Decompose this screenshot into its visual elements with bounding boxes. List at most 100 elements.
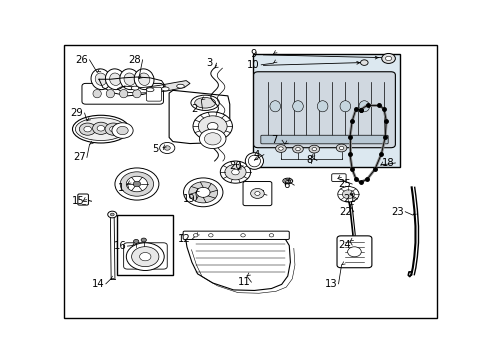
Text: 7: 7 [271,135,277,145]
Ellipse shape [93,90,101,98]
Text: 15: 15 [72,195,84,206]
Circle shape [240,234,245,237]
Circle shape [337,186,358,202]
Circle shape [199,129,225,149]
Ellipse shape [105,69,125,90]
Text: 9: 9 [250,49,256,59]
Circle shape [141,238,146,242]
Text: 1: 1 [118,183,124,193]
Circle shape [126,176,147,192]
Ellipse shape [248,155,260,167]
Text: 16: 16 [113,241,126,251]
Ellipse shape [190,95,219,111]
Circle shape [110,213,114,216]
Circle shape [97,126,104,131]
Circle shape [79,123,96,135]
Ellipse shape [161,87,169,91]
Circle shape [107,211,117,218]
Ellipse shape [91,69,111,90]
FancyBboxPatch shape [82,84,163,104]
Text: 23: 23 [390,207,403,217]
FancyBboxPatch shape [253,72,395,148]
Ellipse shape [134,69,154,90]
Circle shape [105,123,122,135]
Circle shape [360,60,367,66]
Circle shape [208,234,213,237]
Circle shape [112,123,133,138]
Circle shape [220,161,250,183]
Circle shape [193,112,232,141]
Circle shape [207,122,218,130]
Ellipse shape [72,115,129,143]
FancyBboxPatch shape [78,194,88,205]
Text: 20: 20 [229,161,241,171]
Ellipse shape [269,101,280,112]
Ellipse shape [194,98,215,108]
Circle shape [342,190,354,199]
Circle shape [381,53,395,63]
Text: 21: 21 [343,194,356,204]
Ellipse shape [146,88,154,92]
Circle shape [275,145,285,152]
Circle shape [133,181,141,187]
Ellipse shape [119,90,127,98]
FancyBboxPatch shape [331,174,346,181]
Circle shape [204,133,221,145]
FancyBboxPatch shape [123,243,167,269]
Text: 22: 22 [339,207,352,217]
Bar [252,54,400,167]
Text: 25: 25 [338,179,350,189]
Circle shape [311,148,316,151]
Circle shape [188,182,217,203]
Circle shape [84,126,91,132]
Text: 10: 10 [247,60,260,70]
Circle shape [385,56,391,61]
Text: 2: 2 [191,104,198,114]
Circle shape [183,178,223,207]
Ellipse shape [138,73,149,85]
Circle shape [115,168,159,200]
Text: 5: 5 [152,144,158,154]
Ellipse shape [284,179,290,183]
Circle shape [250,188,264,198]
Circle shape [224,164,245,180]
Ellipse shape [358,101,369,112]
Ellipse shape [132,90,141,98]
Circle shape [131,247,159,267]
FancyBboxPatch shape [146,87,161,101]
Circle shape [139,252,151,261]
Circle shape [193,234,198,237]
Polygon shape [182,234,290,291]
Circle shape [133,239,139,243]
Text: 28: 28 [128,55,141,65]
Circle shape [347,247,361,257]
Ellipse shape [317,101,327,112]
Ellipse shape [106,90,114,98]
Circle shape [336,144,346,152]
Polygon shape [117,81,189,93]
Bar [117,215,173,275]
Circle shape [117,126,128,135]
Text: 17: 17 [252,190,265,200]
Circle shape [308,145,319,153]
FancyBboxPatch shape [260,135,387,144]
Text: 13: 13 [324,279,337,289]
Ellipse shape [120,69,140,90]
Text: 12: 12 [178,234,190,244]
Text: 26: 26 [76,55,88,65]
Ellipse shape [95,73,106,85]
Text: 24: 24 [338,240,350,250]
Circle shape [126,243,164,270]
Circle shape [254,192,260,195]
Text: 8: 8 [305,156,312,166]
Text: 4: 4 [253,150,259,159]
Circle shape [268,234,273,237]
Circle shape [231,169,239,175]
Text: 27: 27 [73,152,85,162]
Circle shape [292,145,303,153]
Ellipse shape [339,101,350,112]
Text: 18: 18 [381,158,393,168]
Text: 6: 6 [283,180,289,190]
Circle shape [339,146,343,150]
Circle shape [92,122,109,134]
